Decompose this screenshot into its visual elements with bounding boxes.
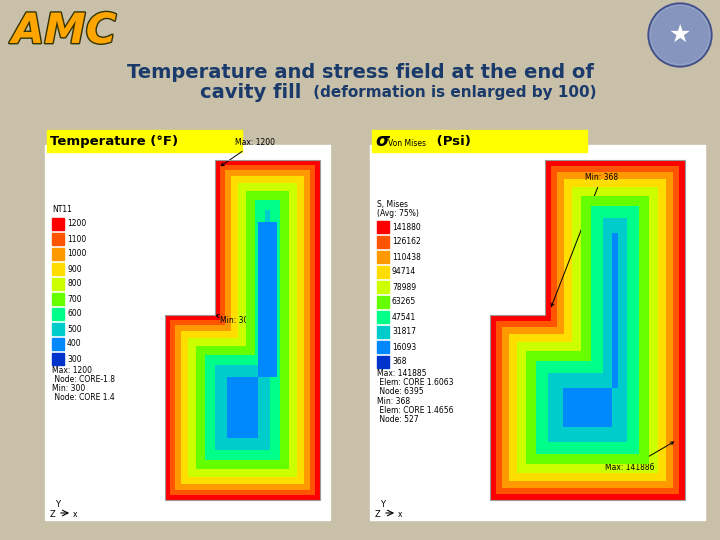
Text: 1100: 1100 [67, 234, 86, 244]
Polygon shape [181, 176, 304, 484]
Text: AMC: AMC [12, 10, 116, 52]
Text: Min: 368: Min: 368 [377, 397, 410, 406]
Text: 900: 900 [67, 265, 81, 273]
Polygon shape [548, 218, 627, 442]
Bar [377, 251, 389, 263]
Circle shape [650, 5, 710, 65]
Text: (Psi): (Psi) [432, 134, 471, 147]
Text: Min: 300: Min: 300 [52, 384, 85, 393]
Text: Z: Z [50, 510, 55, 519]
Text: 31817: 31817 [392, 327, 416, 336]
Text: Elem: CORE 1.6063: Elem: CORE 1.6063 [377, 378, 454, 387]
Polygon shape [490, 160, 685, 500]
Text: Min: 300: Min: 300 [216, 314, 253, 325]
Polygon shape [490, 160, 685, 500]
Bar [372, 130, 587, 152]
Text: 300: 300 [67, 354, 81, 363]
Polygon shape [526, 196, 649, 464]
Circle shape [648, 3, 712, 67]
Text: S, Mises: S, Mises [377, 200, 408, 209]
Text: 400: 400 [67, 340, 81, 348]
Text: Max: 1200: Max: 1200 [52, 366, 92, 375]
Polygon shape [196, 191, 289, 469]
Polygon shape [188, 183, 297, 477]
Bar [377, 356, 389, 368]
Polygon shape [496, 166, 679, 494]
Bar [52, 218, 64, 230]
Bar [377, 236, 389, 248]
Bar [52, 233, 64, 245]
Bar [52, 308, 64, 320]
Polygon shape [517, 187, 658, 473]
Text: cavity fill: cavity fill [200, 83, 302, 102]
Text: Max: 141886: Max: 141886 [605, 442, 674, 472]
Text: Temperature (°F): Temperature (°F) [50, 134, 178, 147]
Bar [52, 323, 64, 335]
Polygon shape [536, 206, 639, 454]
Text: NT11: NT11 [52, 205, 72, 214]
Polygon shape [175, 170, 310, 490]
Polygon shape [502, 172, 673, 488]
Text: Node: CORE-1.8: Node: CORE-1.8 [52, 375, 115, 384]
Polygon shape [205, 200, 280, 460]
Text: (deformation is enlarged by 100): (deformation is enlarged by 100) [308, 84, 596, 99]
Polygon shape [165, 160, 320, 500]
Text: 78989: 78989 [392, 282, 416, 292]
Bar [52, 353, 64, 365]
Text: Temperature and stress field at the end of: Temperature and stress field at the end … [127, 63, 593, 82]
Bar [377, 281, 389, 293]
Text: 63265: 63265 [392, 298, 416, 307]
Bar [52, 338, 64, 350]
Bar [377, 341, 389, 353]
Bar [377, 266, 389, 278]
Bar [370, 145, 705, 520]
Text: 800: 800 [67, 280, 81, 288]
Polygon shape [165, 160, 320, 500]
Bar [52, 263, 64, 275]
Text: Z: Z [375, 510, 381, 519]
Text: 141880: 141880 [392, 222, 420, 232]
Text: Elem: CORE 1.4656: Elem: CORE 1.4656 [377, 406, 454, 415]
Polygon shape [563, 233, 618, 427]
Text: Von Mises: Von Mises [388, 139, 426, 148]
Polygon shape [170, 165, 315, 495]
Bar [377, 221, 389, 233]
Bar [377, 326, 389, 338]
Bar [52, 248, 64, 260]
Text: Y: Y [55, 500, 60, 509]
Text: 368: 368 [392, 357, 407, 367]
Text: Max: 1200: Max: 1200 [221, 138, 275, 166]
Text: x: x [73, 510, 78, 519]
Text: 500: 500 [67, 325, 81, 334]
Bar [45, 145, 330, 520]
Text: 16093: 16093 [392, 342, 416, 352]
Bar [377, 311, 389, 323]
Polygon shape [509, 179, 666, 481]
Text: Node: 527: Node: 527 [377, 415, 418, 424]
Polygon shape [215, 210, 270, 450]
Text: ★: ★ [669, 23, 691, 47]
Bar [52, 278, 64, 290]
Text: 1000: 1000 [67, 249, 86, 259]
Bar [377, 296, 389, 308]
Text: σ: σ [375, 132, 389, 150]
Text: 110438: 110438 [392, 253, 421, 261]
Text: 1200: 1200 [67, 219, 86, 228]
Text: Node: CORE 1.4: Node: CORE 1.4 [52, 393, 114, 402]
Bar [52, 293, 64, 305]
Text: Node: 6395: Node: 6395 [377, 387, 423, 396]
Text: 600: 600 [67, 309, 81, 319]
Polygon shape [227, 222, 277, 438]
Text: Min: 368: Min: 368 [551, 173, 618, 306]
Text: 47541: 47541 [392, 313, 416, 321]
Text: (Avg: 75%): (Avg: 75%) [377, 209, 419, 218]
Text: Y: Y [380, 500, 385, 509]
Bar [47, 130, 242, 152]
Text: 94714: 94714 [392, 267, 416, 276]
Text: 700: 700 [67, 294, 81, 303]
Text: Max: 141885: Max: 141885 [377, 369, 426, 378]
Text: x: x [398, 510, 402, 519]
Text: 126162: 126162 [392, 238, 420, 246]
